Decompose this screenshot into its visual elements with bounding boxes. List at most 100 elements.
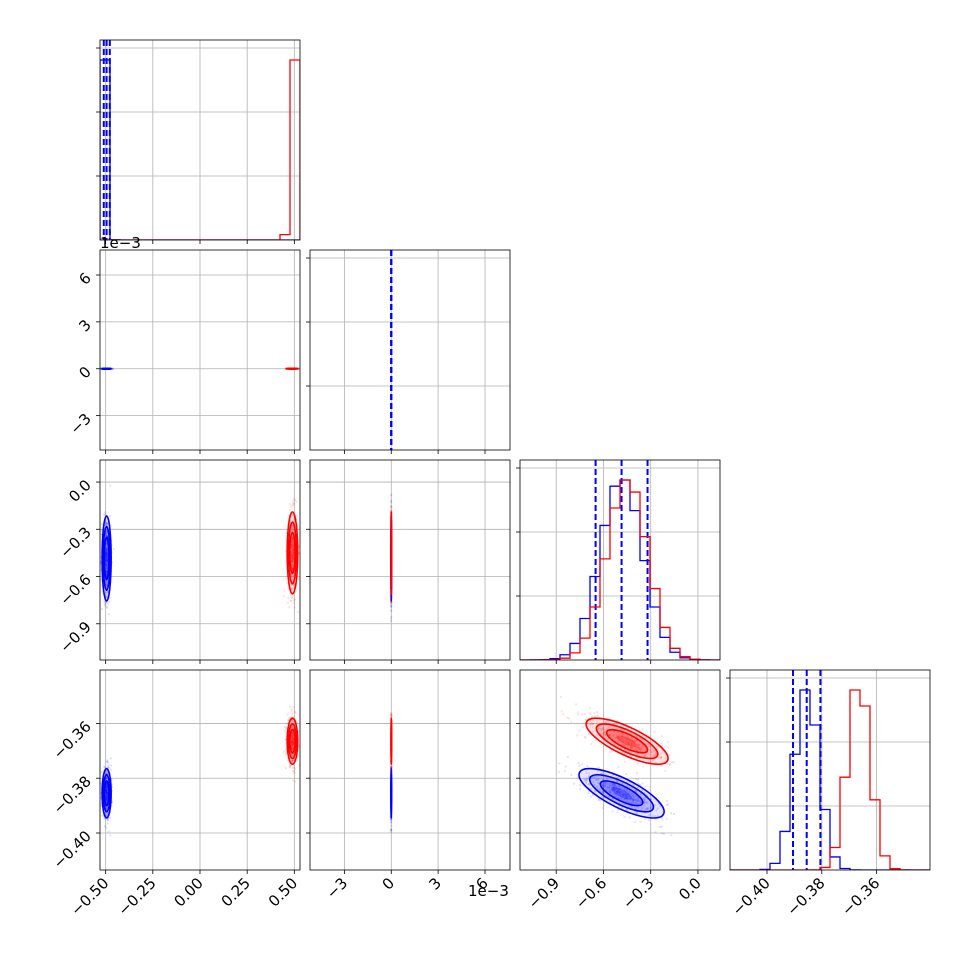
sample-point [597,777,600,781]
sample-point [647,818,650,822]
sample-point [608,786,611,789]
sample-point [105,777,108,780]
sample-point [292,739,295,742]
sample-point [585,778,588,781]
sample-point [628,816,631,819]
sample-point [618,797,621,800]
sample-point [105,797,108,800]
sample-point [635,778,638,781]
sample-point [652,814,655,817]
sample-point [105,795,108,798]
sample-point [291,737,294,740]
sample-point [100,607,104,611]
sample-point [649,806,653,810]
panel-frame [519,459,721,661]
sample-point [105,555,109,559]
sample-point [291,557,295,560]
sample-point [292,770,295,773]
sample-point [292,602,296,605]
y-tick-label: −0.3 [56,523,94,561]
sample-point [291,744,294,747]
sample-point [291,549,295,552]
sample-point [100,770,104,773]
sample-point [290,744,293,747]
sample-point [105,569,109,573]
sample-point [292,553,295,556]
sample-point [292,715,295,718]
sample-point [627,793,630,796]
sample-point [636,786,639,789]
sample-point [634,801,637,804]
sample-point [634,798,637,802]
sample-point [665,803,669,807]
sample-point [638,799,641,803]
sample-point [105,582,108,585]
sample-point [298,552,300,555]
sample-point [600,772,603,775]
sample-point [390,830,393,834]
sample-point [390,595,393,598]
panel-frame [309,459,511,661]
scatter-panel-3-2: −0.9 −0.6 −0.3 0.0 [516,669,721,913]
contour-line [101,515,112,602]
sample-point [105,551,108,554]
sample-point [105,522,108,525]
sample-point [295,514,298,517]
sample-point [654,831,657,834]
sample-point [100,367,103,370]
sample-point [292,518,296,521]
sample-point [593,783,596,787]
sample-point [589,787,593,791]
y-tick-label: 0.0 [65,476,95,506]
sample-point [104,582,108,585]
sample-point [637,797,640,800]
density-level [289,729,296,753]
sample-point [631,797,634,800]
sample-point [291,551,294,554]
density-level [105,547,108,570]
sample-point [285,367,288,370]
sample-point [282,750,285,754]
sample-point [105,559,108,562]
sample-point [285,531,288,534]
sample-point [615,795,618,798]
x-tick-label: 0 [379,874,398,893]
sample-point [105,788,109,791]
sample-point [291,540,294,543]
sample-point [647,813,651,816]
sample-point [105,554,108,557]
sample-point [294,590,297,593]
sample-point [106,819,109,822]
sample-point [290,742,293,745]
sample-point [288,765,292,768]
sample-point [104,792,108,796]
sample-point [105,605,108,608]
sample-point [648,806,651,809]
sample-point [650,750,653,754]
sample-point [293,598,297,601]
sample-point [595,778,598,781]
sample-point [105,797,108,800]
density-level [600,780,643,806]
sample-point [390,766,393,769]
sample-point [610,784,613,787]
density-level [291,542,294,564]
sample-point [613,788,616,791]
sample-point [287,717,291,720]
sample-point [291,559,294,563]
sample-point [290,559,294,562]
sample-point [635,806,638,809]
sample-point [291,554,294,557]
sample-point [109,757,112,760]
sample-point [290,541,293,544]
sample-point [291,536,294,539]
sample-point [633,796,636,799]
sample-point [109,816,112,820]
sample-point [292,553,295,556]
sample-point [291,588,294,591]
sample-point [283,725,286,729]
sample-point [290,743,294,746]
sample-point [105,522,108,525]
panel-content [390,493,393,622]
